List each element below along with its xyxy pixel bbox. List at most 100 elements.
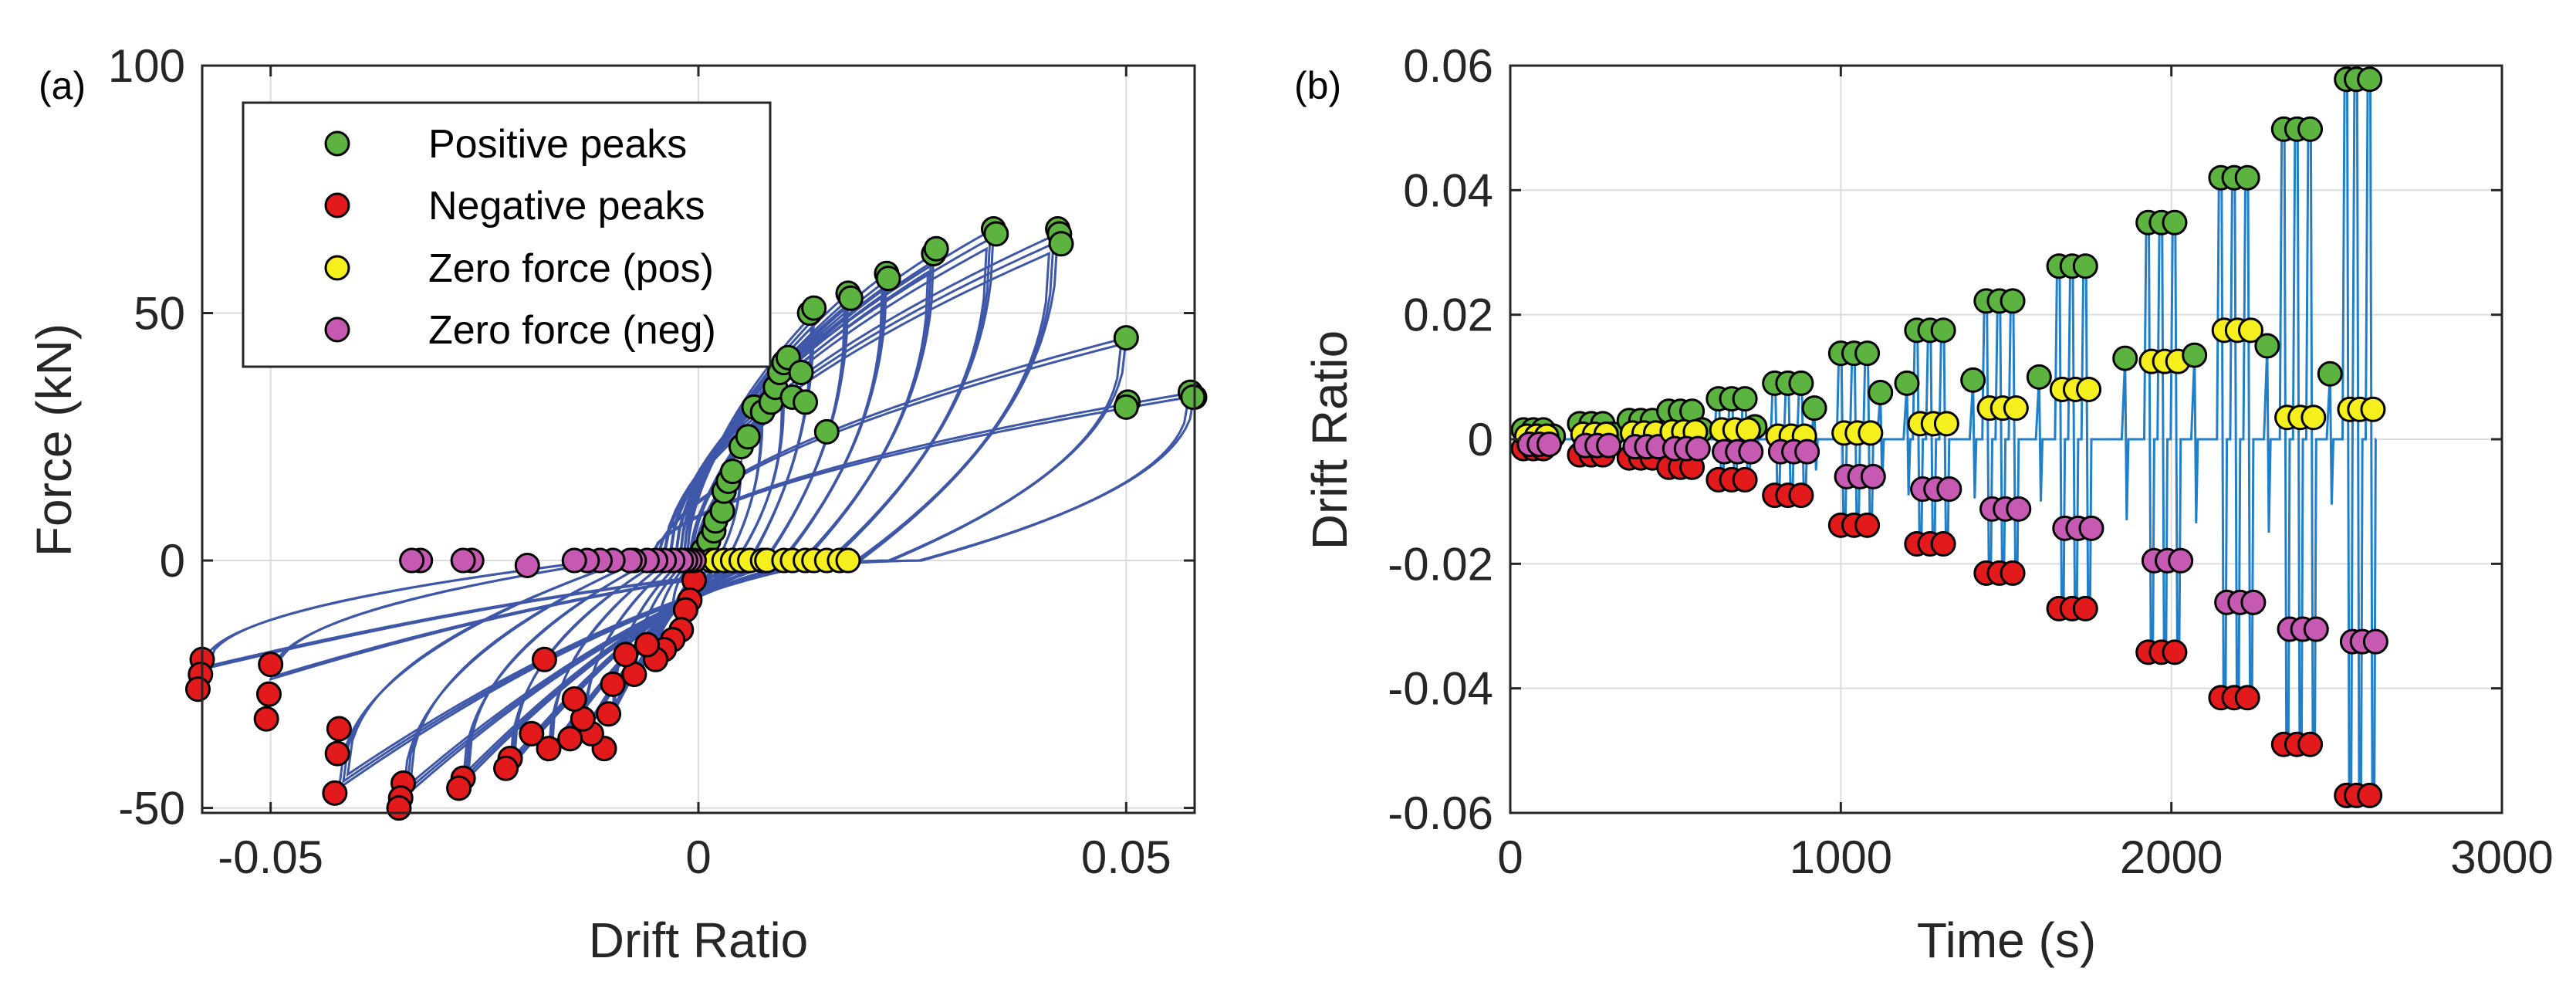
legend-label-negative-peaks: Negative peaks [428,184,705,229]
x-tick-label: 0 [685,831,711,883]
legend-marker-negative-peaks [324,192,350,218]
negative-peak-marker [2234,685,2260,711]
negative-peak-marker [1930,531,1956,557]
positive-peak-marker [1854,340,1881,367]
y-tick-label: -0.04 [1388,663,1493,715]
positive-peak-marker [1113,325,1139,351]
positive-peak-marker [793,389,819,415]
negative-peak-marker [561,686,587,713]
positive-peak-marker [801,295,827,321]
negative-peak-marker [322,780,348,806]
x-tick-label: 3000 [2450,831,2553,883]
negative-peak-marker [1788,482,1814,509]
zero-force-neg-marker [2006,496,2032,522]
x-tick-label: -0.05 [218,831,323,883]
negative-peak-marker [596,701,622,727]
panel-a-x-tick-labels: -0.05 0 0.05 [218,831,1171,883]
legend-item-zero-force-neg: Zero force (neg) [324,308,716,353]
negative-peak-marker [557,726,583,752]
negative-peak-marker [519,720,545,747]
negative-peak-marker [324,740,350,767]
x-tick-label: 0.05 [1081,831,1171,883]
positive-peak-marker [2112,345,2138,371]
panel-a-x-axis-label: Drift Ratio [589,912,809,968]
panel-b-x-axis-label: Time (s) [1917,912,2096,968]
zero-force-neg-marker [2240,589,2267,615]
y-tick-label: 0 [160,535,185,587]
negative-peak-marker [255,681,282,707]
panel-b-markers [1510,66,2388,808]
zero-force-pos-marker [2300,405,2327,431]
y-tick-label: -0.02 [1388,538,1493,590]
zero-force-neg-marker [514,552,540,578]
zero-force-neg-marker [1596,432,1622,459]
panel-a-y-axis-label: Force (kN) [26,323,82,557]
negative-peak-marker [1732,466,1758,493]
positive-peak-marker [2234,164,2260,191]
zero-force-neg-marker [450,547,476,574]
y-tick-label: 100 [108,40,185,92]
positive-peak-marker [983,221,1009,247]
panel-a-markers [184,216,1208,821]
panel-b-drift-history: 0 1000 2000 3000 -0.06 -0.04 -0.02 0 0.02 0.04 0.… [1294,40,2554,968]
negative-peak-marker [536,736,562,762]
positive-peak-marker [735,424,761,450]
zero-force-pos-marker [835,547,861,574]
panel-b-y-tick-labels: -0.06 -0.04 -0.02 0 0.02 0.04 0.06 [1388,40,1493,839]
positive-peak-marker [1788,370,1814,396]
zero-force-neg-marker [2362,628,2388,655]
negative-peak-marker [258,652,284,678]
legend-item-positive-peaks: Positive peaks [324,122,687,167]
positive-peak-marker [2357,66,2383,93]
positive-peak-marker [813,418,840,445]
negative-peak-marker [1854,512,1881,538]
zero-force-neg-marker [1794,438,1820,465]
panel-b-ticks [1509,64,2503,814]
legend-label-zero-force-pos: Zero force (pos) [428,246,714,291]
negative-peak-marker [326,716,352,742]
y-tick-label: 50 [134,288,185,340]
legend-item-negative-peaks: Negative peaks [324,184,705,229]
positive-peak-marker [788,359,814,385]
positive-peak-marker [2026,364,2052,390]
legend-item-zero-force-pos: Zero force (pos) [324,246,714,291]
panel-a-label: (a) [39,64,86,107]
y-tick-label: -0.06 [1388,787,1493,839]
positive-peak-marker [837,285,864,311]
zero-force-pos-marker [1933,411,1959,437]
positive-peak-marker [1868,380,1894,405]
zero-force-pos-marker [1735,417,1761,443]
negative-peak-marker [184,676,211,703]
negative-peak-marker [2072,595,2098,621]
zero-force-neg-marker [1860,463,1886,489]
legend: Positive peaks Negative peaks Zero force… [242,101,772,368]
negative-peak-marker [613,642,639,668]
zero-force-neg-marker [1536,431,1563,457]
legend-label-positive-peaks: Positive peaks [428,122,687,167]
positive-peak-marker [2182,342,2208,368]
y-tick-label: -50 [118,783,185,835]
positive-peak-marker [2297,116,2324,142]
negative-peak-marker [600,671,626,697]
negative-peak-marker [253,706,279,732]
zero-force-pos-marker [2003,395,2029,422]
x-tick-label: 2000 [2120,831,2223,883]
negative-peak-marker [2297,731,2324,757]
zero-force-neg-marker [2303,616,2329,642]
positive-peak-marker [1113,394,1139,420]
y-tick-label: 0.02 [1403,289,1493,341]
zero-force-neg-marker [2078,515,2104,541]
positive-peak-marker [719,459,745,485]
negative-peak-marker [634,631,660,658]
negative-peak-marker [2162,639,2188,665]
x-tick-label: 1000 [1790,831,1892,883]
panel-b-y-axis-label: Drift Ratio [1302,330,1357,550]
panel-a-hysteresis: -0.05 0 0.05 -50 0 50 100 (a) Drift Ratio For… [26,40,1208,968]
zero-force-pos-marker [2076,376,2102,402]
negative-peak-marker [493,755,519,781]
positive-peak-marker [1048,231,1074,257]
positive-peak-marker [1930,317,1956,344]
positive-peak-marker [1180,384,1206,411]
y-tick-label: 0.04 [1403,164,1493,216]
negative-peak-marker [2000,560,2026,586]
